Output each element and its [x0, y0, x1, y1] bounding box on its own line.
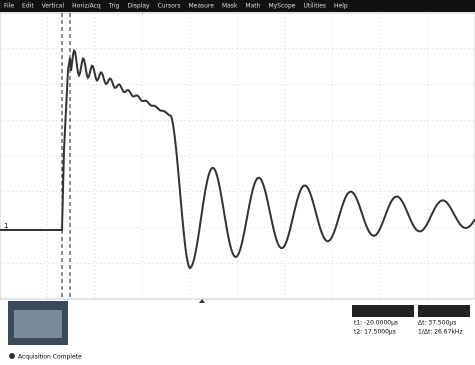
readout: t2: 17.5000µs — [354, 329, 396, 336]
status-icon — [9, 353, 15, 359]
trigger-marker — [199, 299, 205, 303]
menu-item[interactable]: Utilities — [303, 3, 326, 10]
readout: Δt: 37.500µs — [418, 320, 456, 327]
menu-item[interactable]: Horiz/Acq — [72, 3, 101, 10]
menu-item[interactable]: Edit — [22, 3, 34, 10]
menu-item[interactable]: Cursors — [158, 3, 181, 10]
status-text: Acquisition Complete — [18, 354, 82, 361]
scope-window: File Edit Vertical Horiz/Acq Trig Display Curs… — [0, 0, 475, 365]
menu-item[interactable]: Vertical — [42, 3, 65, 10]
menu-item[interactable]: Measure — [188, 3, 214, 10]
readout: 1/Δt: 26.67kHz — [418, 329, 463, 336]
menu-item[interactable]: MyScope — [268, 3, 295, 10]
menu-item[interactable]: Display — [127, 3, 150, 10]
thumbnail-view — [14, 310, 62, 338]
menu-item[interactable]: Math — [245, 3, 260, 10]
readout-box — [352, 305, 414, 317]
menu-item[interactable]: Help — [334, 3, 348, 10]
menu-item[interactable]: Mask — [222, 3, 238, 10]
menu-item[interactable]: Trig — [108, 3, 120, 10]
readout: t1: -20.0000µs — [354, 320, 398, 327]
screen: File Edit Vertical Horiz/Acq Trig Display Curs… — [0, 0, 475, 365]
menu-item[interactable]: File — [4, 3, 14, 10]
readout-box — [418, 305, 470, 317]
channel-marker: 1 — [4, 222, 8, 230]
